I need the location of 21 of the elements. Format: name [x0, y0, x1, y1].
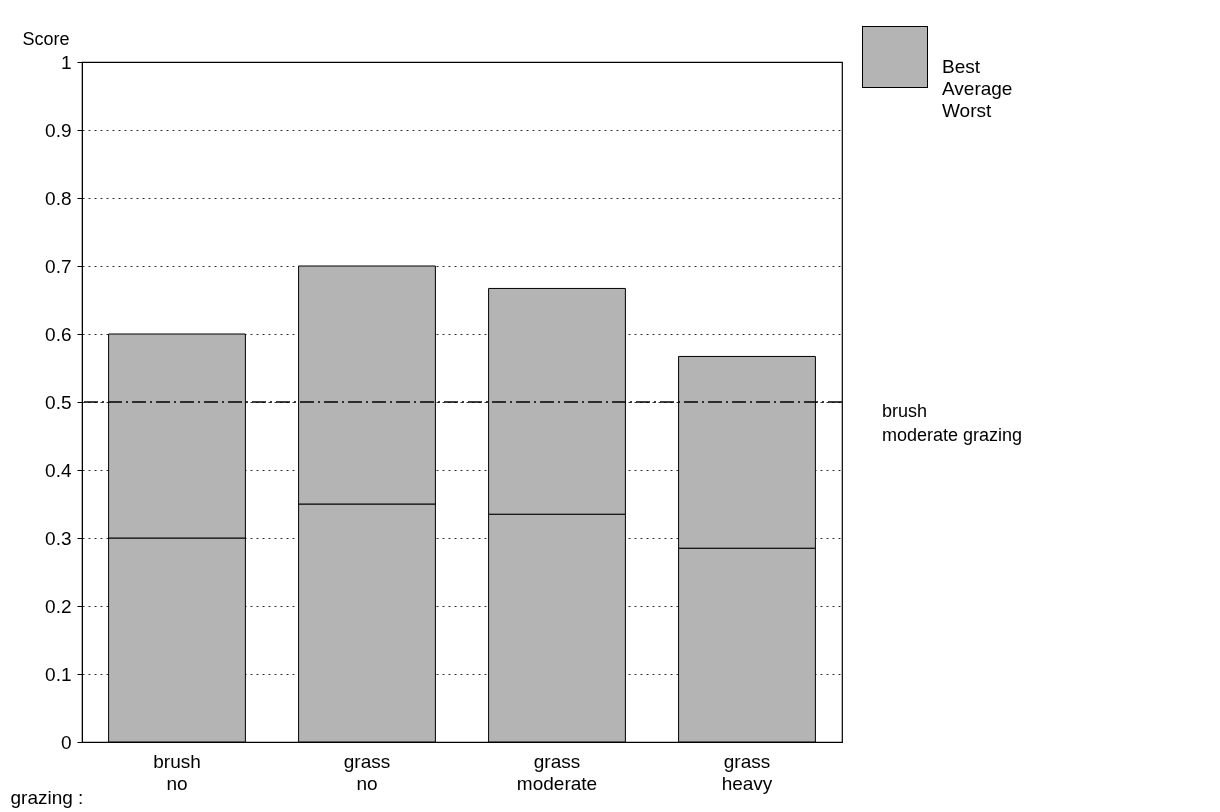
- y-tick-label: 1: [60, 51, 72, 73]
- y-tick-label: 0.9: [45, 119, 72, 141]
- y-tick-label: 0.6: [45, 323, 72, 345]
- y-tick-label: 0.8: [45, 187, 72, 209]
- text: Worst: [942, 100, 992, 121]
- y-tick-label: 0.7: [45, 255, 72, 277]
- y-tick-label: 0.3: [45, 527, 72, 549]
- y-tick-label: 0.4: [45, 459, 72, 481]
- y-tick-label: 0.2: [45, 595, 72, 617]
- y-tick-label: 0.1: [45, 663, 72, 685]
- x-tick-label: brush no: [153, 750, 201, 794]
- y-tick-label: 0: [60, 731, 72, 753]
- x-tick-label: grass heavy: [721, 750, 773, 794]
- y-tick-label: 0.5: [45, 391, 72, 413]
- x-axis-title: grazing :: [10, 786, 84, 808]
- ref-line-label: brush moderate grazing: [882, 401, 1023, 445]
- text: Best: [942, 56, 981, 77]
- x-tick-label: grass moderate: [516, 750, 598, 794]
- y-axis-title: Score: [22, 28, 70, 49]
- text: Average: [942, 78, 1013, 99]
- x-tick-label: grass no: [343, 750, 391, 794]
